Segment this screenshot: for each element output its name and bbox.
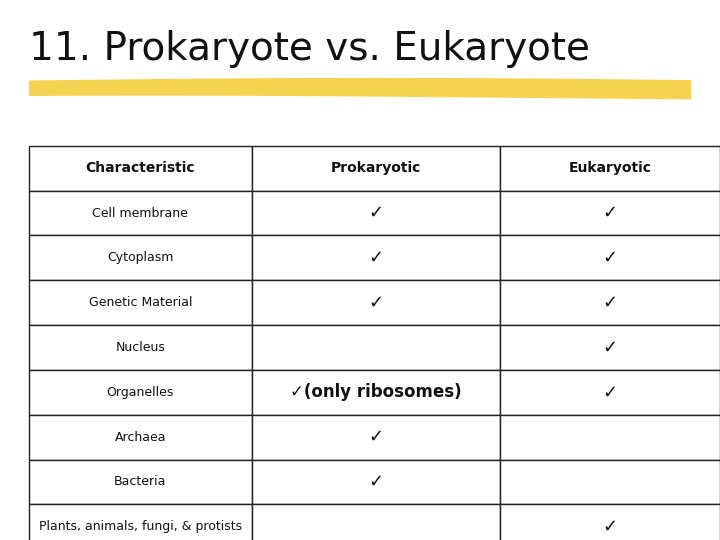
Text: Genetic Material: Genetic Material	[89, 296, 192, 309]
Text: ✓: ✓	[603, 294, 618, 312]
Bar	[29, 146, 252, 191]
Bar	[500, 370, 720, 415]
Bar	[500, 325, 720, 370]
Bar	[252, 504, 500, 540]
Text: Plants, animals, fungi, & protists: Plants, animals, fungi, & protists	[39, 520, 242, 534]
Polygon shape	[29, 78, 691, 99]
Bar	[252, 191, 500, 235]
Bar	[252, 325, 500, 370]
Bar	[29, 191, 252, 235]
Text: Bacteria: Bacteria	[114, 475, 166, 489]
Bar	[252, 415, 500, 460]
Text: ✓: ✓	[603, 339, 618, 356]
Text: Characteristic: Characteristic	[86, 161, 195, 175]
Text: Organelles: Organelles	[107, 386, 174, 399]
Bar	[29, 325, 252, 370]
Text: ✓: ✓	[369, 204, 384, 222]
Bar	[252, 370, 500, 415]
Text: ✓: ✓	[603, 383, 618, 401]
Text: ✓(only ribosomes): ✓(only ribosomes)	[290, 383, 462, 401]
Text: Archaea: Archaea	[114, 430, 166, 444]
Bar	[29, 415, 252, 460]
Bar	[29, 504, 252, 540]
Bar	[252, 280, 500, 325]
Text: ✓: ✓	[369, 473, 384, 491]
Text: 11. Prokaryote vs. Eukaryote: 11. Prokaryote vs. Eukaryote	[29, 30, 590, 68]
Text: Prokaryotic: Prokaryotic	[331, 161, 421, 175]
Bar	[500, 504, 720, 540]
Bar	[500, 280, 720, 325]
Bar	[500, 146, 720, 191]
Bar	[500, 460, 720, 504]
Text: ✓: ✓	[369, 249, 384, 267]
Text: ✓: ✓	[369, 294, 384, 312]
Text: Nucleus: Nucleus	[115, 341, 166, 354]
Bar	[252, 146, 500, 191]
Text: ✓: ✓	[603, 249, 618, 267]
Bar	[500, 415, 720, 460]
Bar	[252, 235, 500, 280]
Text: ✓: ✓	[603, 518, 618, 536]
Text: Eukaryotic: Eukaryotic	[569, 161, 652, 175]
Text: Cytoplasm: Cytoplasm	[107, 251, 174, 265]
Bar	[29, 460, 252, 504]
Bar	[29, 370, 252, 415]
Text: Cell membrane: Cell membrane	[92, 206, 189, 220]
Bar	[500, 191, 720, 235]
Bar	[29, 280, 252, 325]
Bar	[29, 235, 252, 280]
Bar	[252, 460, 500, 504]
Text: ✓: ✓	[369, 428, 384, 446]
Bar	[500, 235, 720, 280]
Text: ✓: ✓	[603, 204, 618, 222]
